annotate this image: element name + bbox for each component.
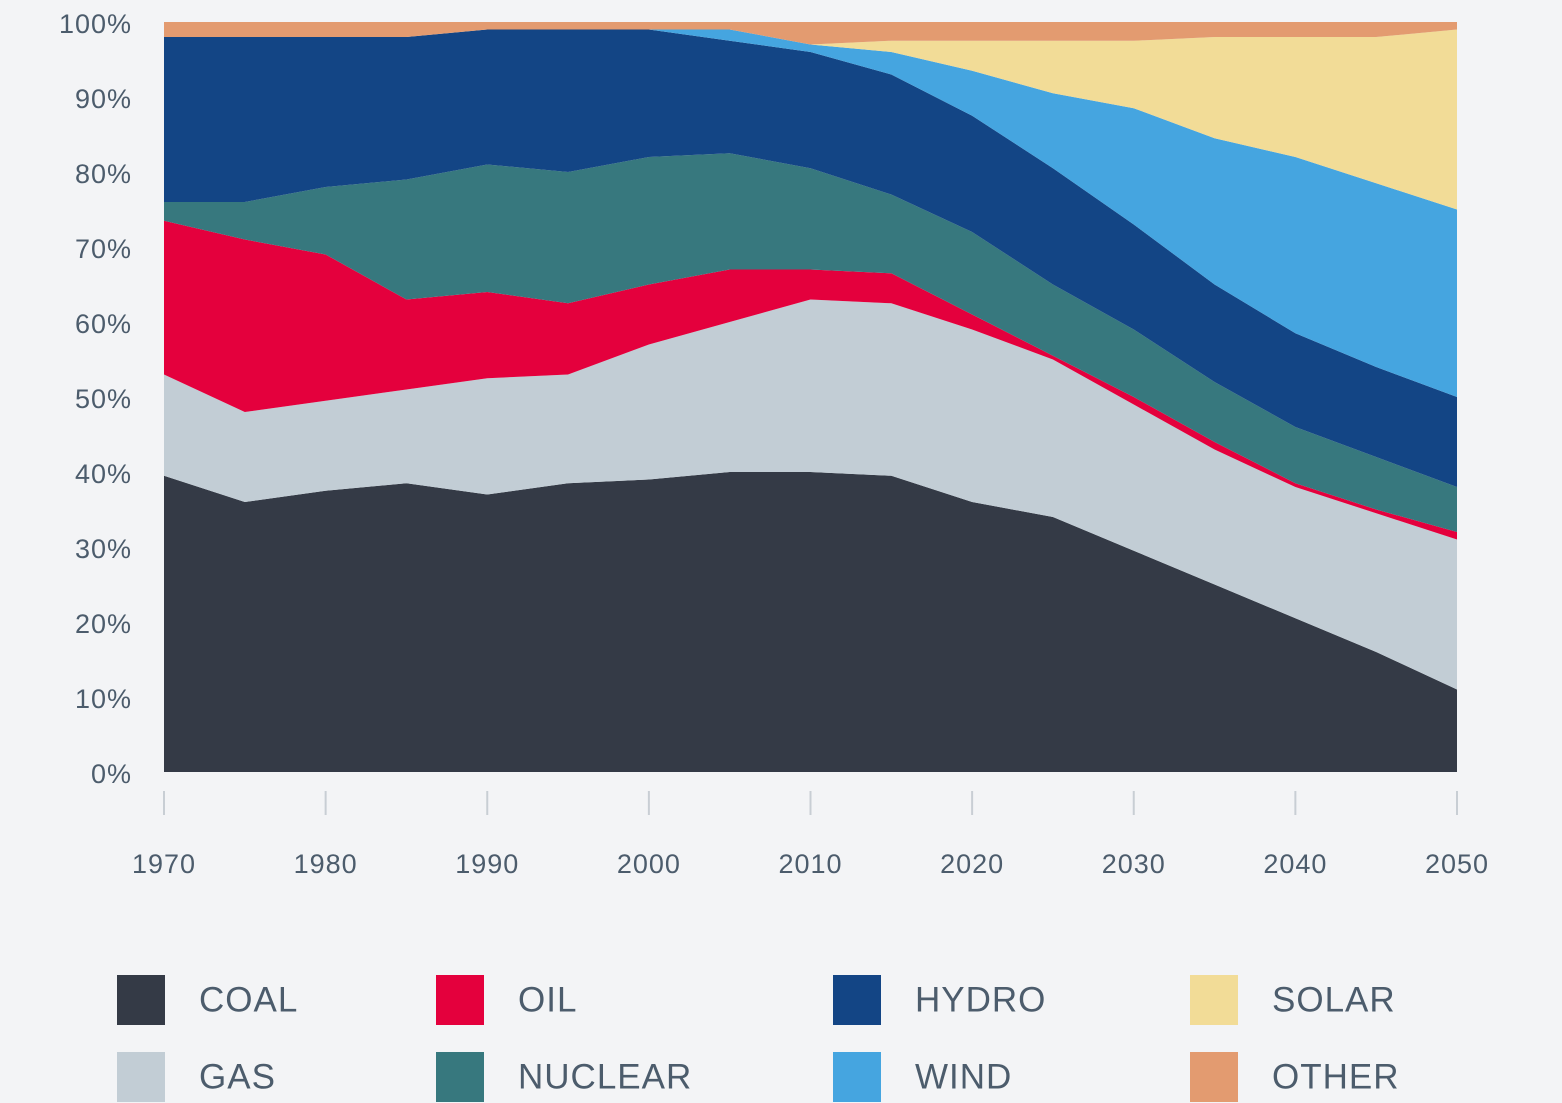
legend-label: HYDRO: [915, 980, 1046, 1019]
legend-label: COAL: [199, 980, 298, 1019]
y-tick-label: 50%: [75, 384, 132, 414]
area: [164, 22, 1457, 45]
y-tick-label: 80%: [75, 159, 132, 189]
y-tick-label: 40%: [75, 459, 132, 489]
legend-label: GAS: [199, 1057, 276, 1096]
x-tick-label: 1970: [132, 849, 196, 879]
y-tick-label: 60%: [75, 309, 132, 339]
legend-label: OIL: [518, 980, 577, 1019]
legend-swatch: [833, 975, 881, 1025]
y-tick-label: 30%: [75, 534, 132, 564]
legend-label: SOLAR: [1272, 980, 1396, 1019]
legend-swatch: [436, 975, 484, 1025]
area: [164, 220, 1457, 540]
area: [164, 29, 1457, 397]
x-tick-label: 2000: [617, 849, 681, 879]
y-tick-label: 90%: [75, 84, 132, 114]
x-tick-label: 2040: [1263, 849, 1327, 879]
x-tick-label: 2030: [1102, 849, 1166, 879]
legend-swatch: [1190, 1052, 1238, 1102]
y-tick-label: 100%: [59, 9, 132, 39]
y-tick-label: 0%: [91, 759, 132, 789]
area: [164, 153, 1457, 532]
legend-label: OTHER: [1272, 1057, 1400, 1096]
y-tick-label: 10%: [75, 684, 132, 714]
area: [164, 299, 1457, 690]
x-tick-label: 1980: [294, 849, 358, 879]
legend-label: WIND: [915, 1057, 1012, 1096]
x-tick-label: 2050: [1425, 849, 1489, 879]
y-tick-label: 70%: [75, 234, 132, 264]
legend-swatch: [833, 1052, 881, 1102]
x-tick-label: 2010: [778, 849, 842, 879]
legend-swatch: [117, 1052, 165, 1102]
legend-swatch: [1190, 975, 1238, 1025]
x-tick-label: 2020: [940, 849, 1004, 879]
x-tick-label: 1990: [455, 849, 519, 879]
legend-label: NUCLEAR: [518, 1057, 692, 1096]
y-tick-label: 20%: [75, 609, 132, 639]
area: [164, 29, 1457, 210]
legend-swatch: [117, 975, 165, 1025]
area: [164, 472, 1457, 772]
legend-swatch: [436, 1052, 484, 1102]
area: [164, 29, 1457, 487]
